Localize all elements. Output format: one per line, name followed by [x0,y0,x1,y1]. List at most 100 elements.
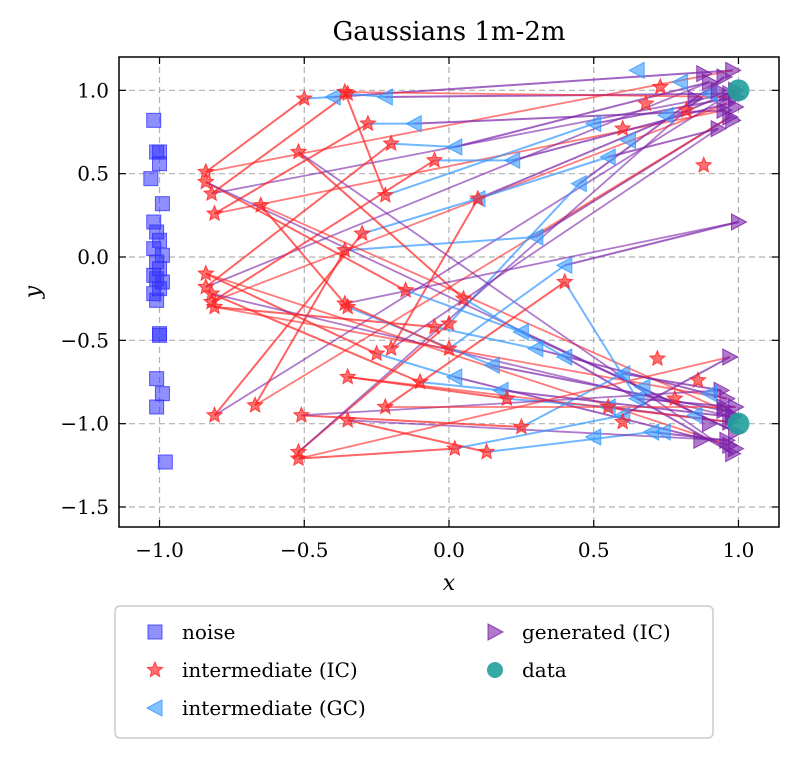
intermediate-gc-point [526,228,544,246]
arrow-noise-to-gen [211,102,728,303]
arrow-noise-to-ic [301,414,522,428]
generated-ic-point [722,348,739,366]
noise-point [149,399,165,415]
arrow-noise-to-gen [344,91,736,98]
intermediate-gc-point [633,378,651,396]
intermediate-ic-point [396,280,415,298]
arrow-ic-to-gc [384,122,595,197]
y-tick-label: −0.5 [60,328,109,352]
arrow-noise-to-gen [297,151,734,455]
intermediate-gc-point [700,384,718,403]
legend-label-intermediate-gc: intermediate (GC) [182,696,366,720]
intermediate-gc-point [555,256,573,275]
intermediate-gc-point [584,428,602,446]
generated-ic-point [719,94,736,113]
y-tick-label: −1.0 [60,412,109,436]
intermediate-ic-point [292,405,311,423]
arrow-noise-to-ic [298,447,455,460]
legend-frame [114,605,714,739]
intermediate-ic-point [289,142,308,160]
intermediate-gc-point [671,73,689,91]
intermediate-ic-point [425,150,444,168]
data-markers [143,61,750,470]
y-axis-label: y [21,285,46,299]
intermediate-ic-point [367,344,386,362]
generated-ic-point [710,81,728,100]
arrow-gc-to-gen [477,89,736,200]
intermediate-gc-point [555,348,573,366]
arrow-noise-to-ic [205,142,392,288]
arrow-noise-to-ic [344,302,450,350]
intermediate-gc-point [492,381,509,400]
generated-ic-point [725,61,742,80]
intermediate-ic-point [665,389,684,407]
generated-ic-point [730,213,748,231]
x-tick-label: 0.0 [433,538,465,562]
intermediate-ic-point [599,397,618,415]
legend-label-intermediate-ic: intermediate (IC) [182,658,358,682]
intermediate-gc-point [445,368,463,386]
legend-label-noise: noise [182,620,235,644]
arrow-gc-to-gen [607,127,719,158]
arrow-noise-to-ic [211,92,349,195]
intermediate-gc-point [526,339,544,358]
intermediate-ic-point [636,94,655,112]
generated-ic-point [716,398,734,416]
intermediate-gc-point [619,131,636,150]
trajectory-arrows [205,69,739,460]
intermediate-ic-point [205,297,224,315]
arrow-noise-to-gen [347,376,730,423]
arrow-noise-to-ic [214,306,435,328]
noise-point [149,371,165,387]
y-tick-label: 1.0 [77,78,109,102]
legend-markers [145,623,505,717]
arrow-ic-to-gc [344,236,536,252]
arrow-ic-to-gc [376,352,456,378]
arrow-noise-to-ic [211,159,436,303]
legend-marker-generated-ic [487,623,505,641]
legend-marker-data [487,662,503,678]
intermediate-ic-point [338,367,357,385]
noise-point [152,327,168,343]
intermediate-gc-point [584,114,602,133]
intermediate-ic-point [202,284,221,302]
arrow-ic-to-gc [419,381,502,392]
arrow-noise-to-ic [260,204,349,308]
intermediate-ic-point [353,224,372,242]
arrow-noise-to-gen [297,76,725,453]
intermediate-ic-point [205,204,224,222]
intermediate-gc-point [324,88,341,106]
arrow-noise-to-gen [390,127,719,350]
intermediate-gc-point [628,389,645,408]
intermediate-ic-point [555,272,574,290]
intermediate-ic-point [469,189,487,207]
generated-ic-point [702,73,719,91]
intermediate-ic-point [613,412,632,430]
intermediate-gc-point [599,148,616,166]
legend-marker-intermediate-ic [146,660,164,678]
intermediate-ic-point [205,405,224,423]
arrow-ic-to-gc [448,264,566,350]
intermediate-ic-point [359,114,377,132]
intermediate-gc-point [657,106,674,125]
legend-marker-intermediate-gc [145,699,163,717]
legend-marker-noise [147,624,163,640]
arrow-gc-to-gen [593,96,736,125]
intermediate-ic-point [613,119,632,137]
generated-ic-point [716,68,734,86]
axis-ticks: −1.0 −0.5 0.0 0.5 1.0 1.0 0.5 0.0 −0.5 −1.0 −1.5 [60,57,779,562]
arrow-noise-to-gen [205,272,731,447]
data-point [727,79,750,102]
intermediate-ic-point [382,339,400,357]
arrow-gc-to-gen [622,372,722,392]
intermediate-ic-point [689,371,707,388]
intermediate-ic-point [246,396,264,413]
generated-ic-point [728,98,745,116]
intermediate-gc-point [405,114,422,133]
noise-point [146,112,162,128]
intermediate-ic-point [411,372,429,390]
generated-ic-point [696,64,713,83]
intermediate-ic-point [477,442,496,460]
x-tick-label: −0.5 [280,538,329,562]
